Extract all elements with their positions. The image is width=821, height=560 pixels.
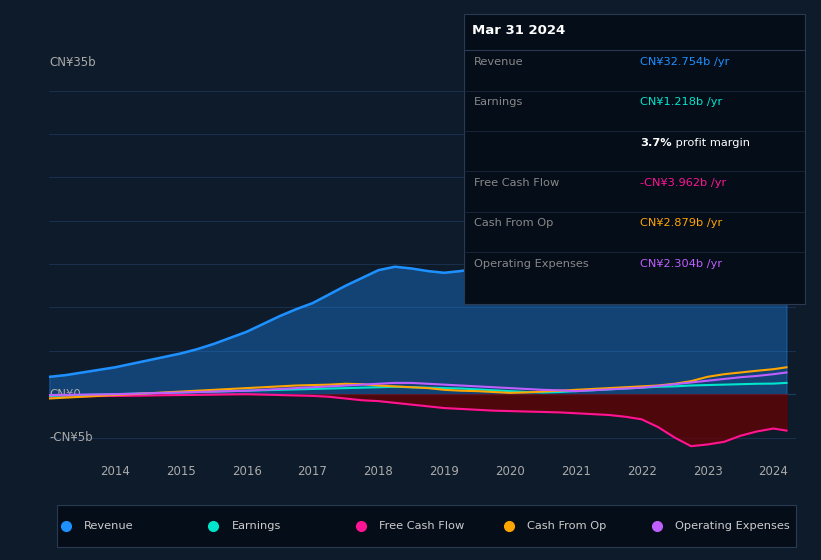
Text: CN¥1.218b /yr: CN¥1.218b /yr — [640, 97, 722, 108]
Text: Cash From Op: Cash From Op — [527, 521, 607, 531]
Text: -CN¥3.962b /yr: -CN¥3.962b /yr — [640, 178, 727, 188]
Text: Revenue: Revenue — [474, 57, 523, 67]
Text: Operating Expenses: Operating Expenses — [474, 259, 589, 269]
Text: Operating Expenses: Operating Expenses — [675, 521, 790, 531]
Text: Earnings: Earnings — [474, 97, 523, 108]
Text: Free Cash Flow: Free Cash Flow — [474, 178, 559, 188]
Text: CN¥0: CN¥0 — [49, 388, 81, 400]
Text: 3.7%: 3.7% — [640, 138, 672, 148]
Text: CN¥2.879b /yr: CN¥2.879b /yr — [640, 218, 722, 228]
Text: Cash From Op: Cash From Op — [474, 218, 553, 228]
Text: Earnings: Earnings — [232, 521, 281, 531]
Text: Revenue: Revenue — [84, 521, 133, 531]
Text: CN¥35b: CN¥35b — [49, 56, 96, 69]
Text: CN¥2.304b /yr: CN¥2.304b /yr — [640, 259, 722, 269]
Text: CN¥32.754b /yr: CN¥32.754b /yr — [640, 57, 730, 67]
Text: Free Cash Flow: Free Cash Flow — [379, 521, 465, 531]
Text: profit margin: profit margin — [672, 138, 750, 148]
Text: Mar 31 2024: Mar 31 2024 — [472, 24, 566, 37]
Text: -CN¥5b: -CN¥5b — [49, 431, 93, 444]
